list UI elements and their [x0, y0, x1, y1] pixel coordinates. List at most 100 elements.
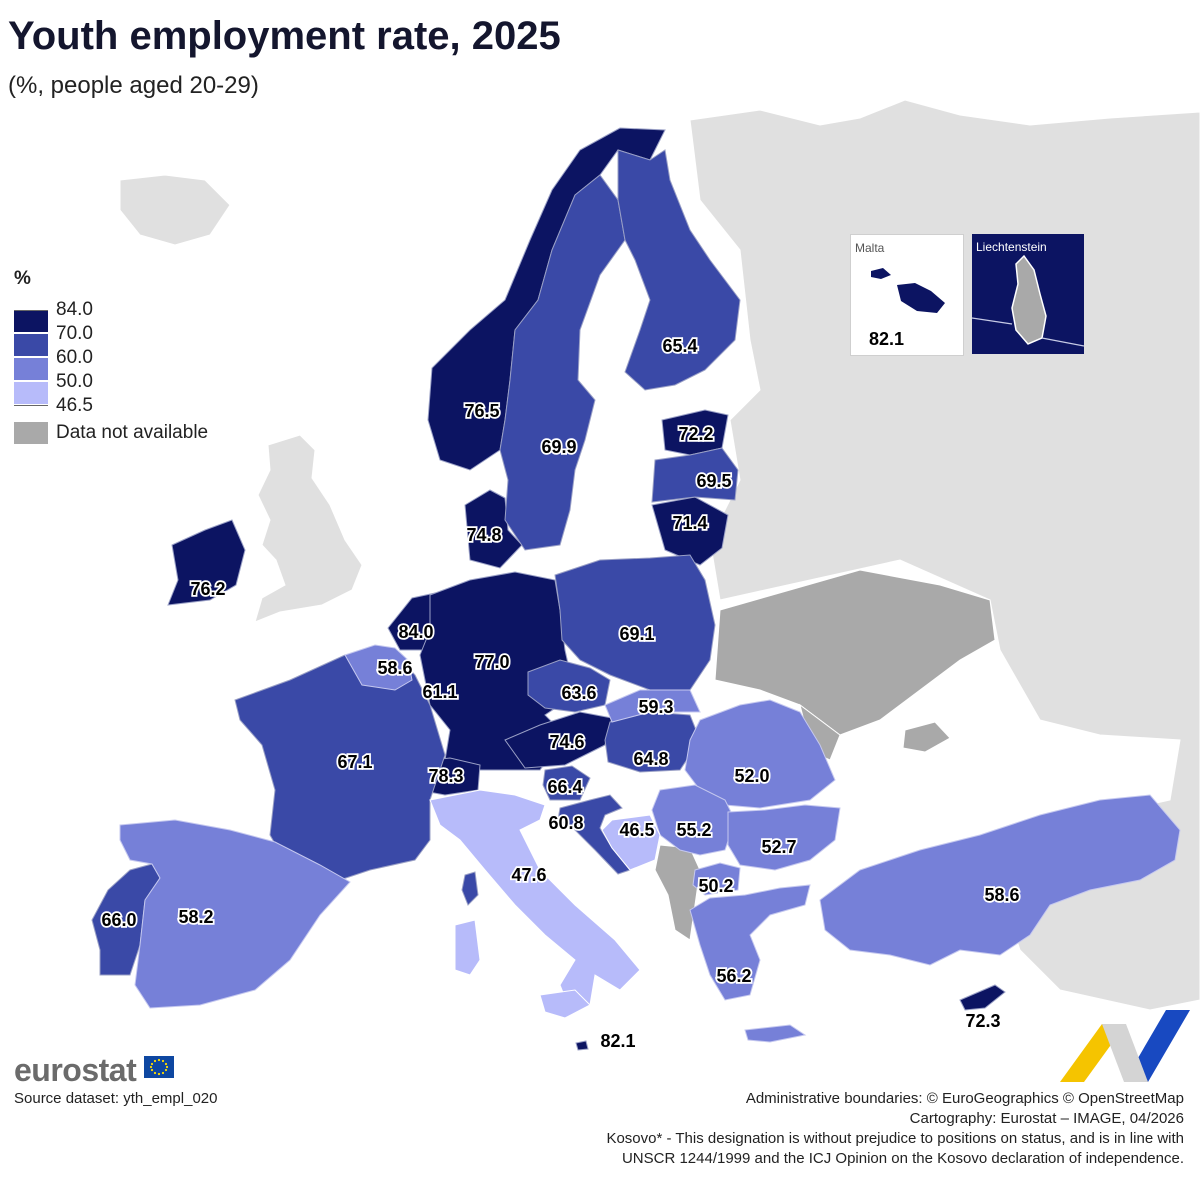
band-60-70: [91, 149, 741, 976]
page-subtitle: (%, people aged 20-29): [8, 72, 259, 99]
label-cyprus: 72.3: [965, 1011, 1000, 1031]
label-czechia: 63.6: [561, 683, 596, 703]
liechtenstein-shape: [1011, 254, 1047, 345]
inset-malta-map: [871, 268, 945, 313]
eu-stars-icon: [149, 1058, 169, 1076]
label-latvia: 69.5: [696, 471, 731, 491]
credit-line: Administrative boundaries: © EuroGeograp…: [745, 1090, 1184, 1107]
label-croatia: 60.8: [548, 813, 583, 833]
eurostat-logo: eurostat: [14, 1052, 137, 1088]
label-netherlands: 84.0: [398, 622, 433, 642]
label-belgium: 58.6: [377, 658, 412, 678]
legend-swatch-na: [14, 422, 48, 444]
label-bulgaria: 52.7: [761, 837, 796, 857]
crimea-area: [902, 721, 951, 753]
greece-shape: [689, 884, 811, 1001]
page-title: Youth employment rate, 2025: [8, 14, 561, 58]
crete-shape: [744, 1024, 807, 1043]
bosnia-shape: [601, 814, 661, 871]
legend-tick: [14, 405, 48, 406]
band-50-60: [119, 644, 1181, 1043]
legend-swatch-70-84: [14, 310, 48, 332]
label-malta: 82.1: [600, 1031, 635, 1051]
legend-break: 84.0: [56, 299, 93, 320]
malta-island: [871, 268, 891, 279]
legend-swatch-60-70: [14, 334, 48, 356]
label-serbia: 55.2: [676, 820, 711, 840]
label-sweden: 69.9: [541, 437, 576, 457]
label-spain: 58.2: [178, 907, 213, 927]
label-bosnia: 46.5: [619, 820, 654, 840]
label-germany: 77.0: [474, 652, 509, 672]
belgium-shape: [344, 644, 413, 691]
legend-break: 60.0: [56, 347, 93, 368]
border-line: [972, 317, 1084, 347]
legend-swatch-50-60: [14, 358, 48, 380]
label-france: 67.1: [337, 752, 372, 772]
ireland-shape: [167, 519, 246, 606]
inset-liechtenstein: Liechtenstein: [972, 234, 1084, 354]
latvia-shape: [651, 447, 739, 503]
iceland-land: [119, 174, 231, 246]
credits: Administrative boundaries: © EuroGeograp…: [464, 1089, 1184, 1169]
legend-break: 46.5: [56, 395, 93, 416]
label-portugal: 66.0: [101, 910, 136, 930]
corsica-shape: [461, 871, 479, 906]
credit-line: Cartography: Eurostat – IMAGE, 04/2026: [909, 1110, 1184, 1127]
inset-liechtenstein-map: [972, 254, 1084, 347]
label-italy: 47.6: [511, 865, 546, 885]
turkiye-shape: [819, 794, 1181, 966]
ukraine-area: [714, 569, 996, 736]
spain-shape: [119, 819, 351, 1009]
label-north-macedonia: 50.2: [698, 876, 733, 896]
label-denmark: 74.8: [466, 525, 501, 545]
credit-line: Kosovo* - This designation is without pr…: [606, 1130, 1184, 1147]
romania-shape: [684, 699, 836, 809]
source-dataset: Source dataset: yth_empl_020: [14, 1090, 218, 1107]
grey-stroke: [1102, 1024, 1148, 1082]
sicily-shape: [539, 989, 591, 1019]
slovakia-shape: [604, 689, 701, 723]
sweden-shape: [499, 174, 626, 551]
ukraine-solidarity-icon: [1060, 1010, 1190, 1082]
serbia-shape: [651, 784, 736, 856]
legend-tick: [14, 310, 48, 311]
hungary-shape: [604, 711, 701, 773]
inset-malta-label: Malta: [855, 241, 885, 255]
label-greece: 56.2: [716, 966, 751, 986]
label-switzerland: 78.3: [428, 766, 463, 786]
label-romania: 52.0: [734, 766, 769, 786]
label-hungary: 64.8: [633, 749, 668, 769]
label-lithuania: 71.4: [672, 513, 707, 533]
label-poland: 69.1: [619, 624, 654, 644]
label-ireland: 76.2: [190, 579, 225, 599]
bulgaria-shape: [727, 804, 841, 871]
legend-na-label: Data not available: [56, 422, 209, 443]
eu-flag-icon: [144, 1056, 174, 1078]
legend-break: 70.0: [56, 323, 93, 344]
legend-break: 50.0: [56, 371, 93, 392]
inset-liechtenstein-label: Liechtenstein: [976, 240, 1047, 254]
italy-shape: [429, 789, 641, 1011]
uk-land: [254, 434, 363, 623]
credit-line: UNSCR 1244/1999 and the ICJ Opinion on t…: [621, 1150, 1184, 1167]
denmark-shape: [464, 489, 523, 569]
inset-malta-value: 82.1: [869, 329, 905, 349]
legend: % 84.0 70.0 60.0 50.0 46.5 Data not avai…: [14, 268, 254, 448]
label-slovakia: 59.3: [638, 697, 673, 717]
finland-shape: [617, 149, 741, 391]
north-macedonia-shape: [692, 862, 741, 896]
legend-swatch-46-50: [14, 382, 48, 404]
label-estonia: 72.2: [678, 424, 713, 444]
label-norway: 76.5: [464, 401, 499, 421]
sardinia-shape: [454, 919, 481, 976]
band-70-84: [167, 127, 1006, 1051]
cyprus-shape: [959, 984, 1006, 1011]
label-finland: 65.4: [662, 336, 697, 356]
label-turkiye: 58.6: [984, 885, 1019, 905]
malta-main-island: [897, 283, 945, 313]
poland-shape: [554, 554, 716, 691]
label-luxembourg: 61.1: [422, 682, 457, 702]
value-labels: 76.5 69.9 65.4 72.2 69.5 71.4 74.8 76.2 …: [100, 334, 1022, 1051]
